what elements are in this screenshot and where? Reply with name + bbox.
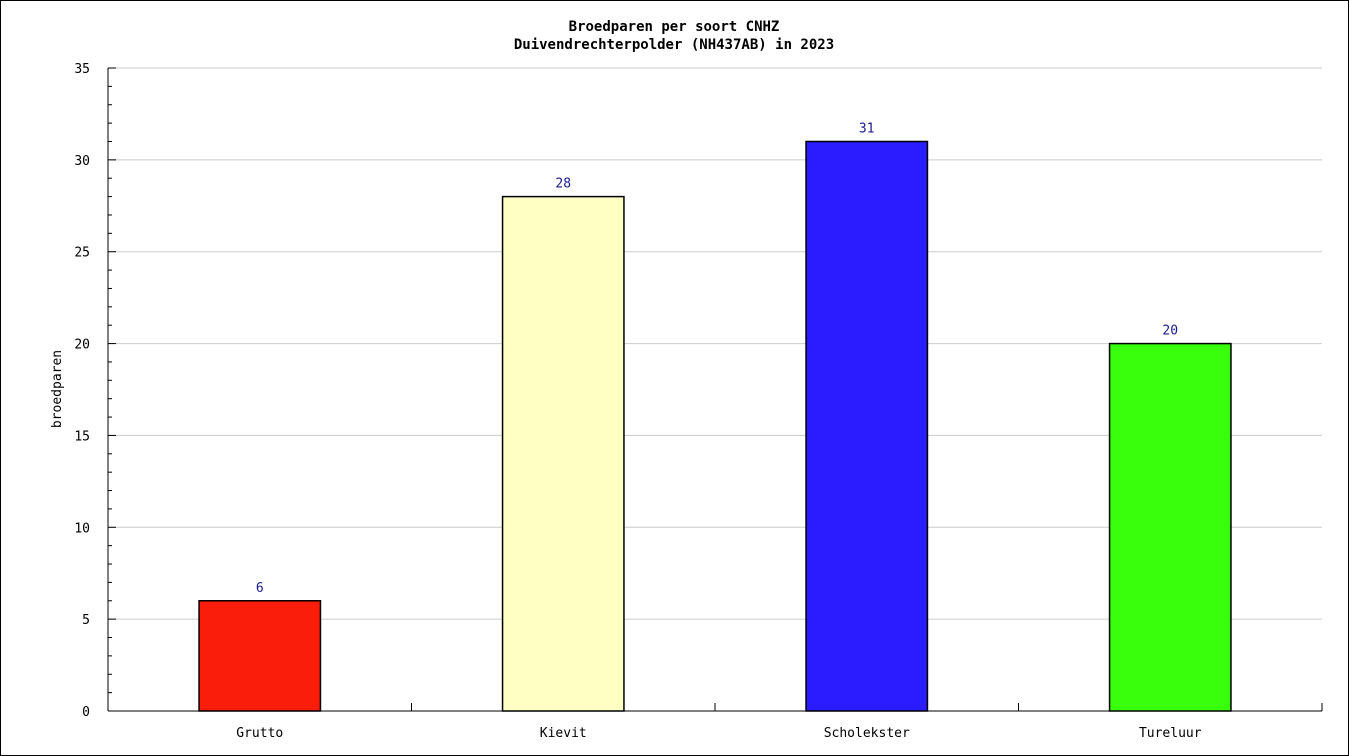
- x-tick-label: Tureluur: [1139, 726, 1202, 741]
- axes: 0 5 10 15 20 25 30 35 Grutto Kievit Scholekster Tur…: [74, 62, 1323, 741]
- value-label: 20: [1162, 324, 1178, 339]
- bar-scholekster: [805, 140, 929, 712]
- x-tick-label: Grutto: [236, 726, 283, 741]
- x-tick-label: Scholekster: [824, 726, 910, 741]
- bar-grutto: [198, 600, 322, 712]
- bar-tureluur: [1108, 342, 1232, 712]
- y-tick-label: 0: [82, 705, 90, 720]
- gridlines: [108, 67, 1322, 620]
- value-label: 28: [555, 177, 571, 192]
- y-tick-label: 35: [74, 62, 90, 77]
- bar-kievit: [501, 195, 625, 712]
- value-label: 6: [256, 581, 264, 596]
- y-tick-label: 15: [74, 429, 90, 444]
- y-axis-label: broedparen: [50, 350, 65, 428]
- x-tick-label: Kievit: [540, 726, 587, 741]
- value-label: 31: [859, 121, 875, 136]
- y-tick-label: 30: [74, 154, 90, 169]
- bars: 6 28 31 20: [198, 121, 1232, 712]
- y-tick-label: 10: [74, 521, 90, 536]
- y-tick-label: 5: [82, 613, 90, 628]
- chart-title: Broedparen per soort CNHZ: [569, 19, 780, 35]
- chart-subtitle: Duivendrechterpolder (NH437AB) in 2023: [514, 37, 834, 53]
- y-tick-label: 25: [74, 246, 90, 261]
- y-tick-label: 20: [74, 338, 90, 353]
